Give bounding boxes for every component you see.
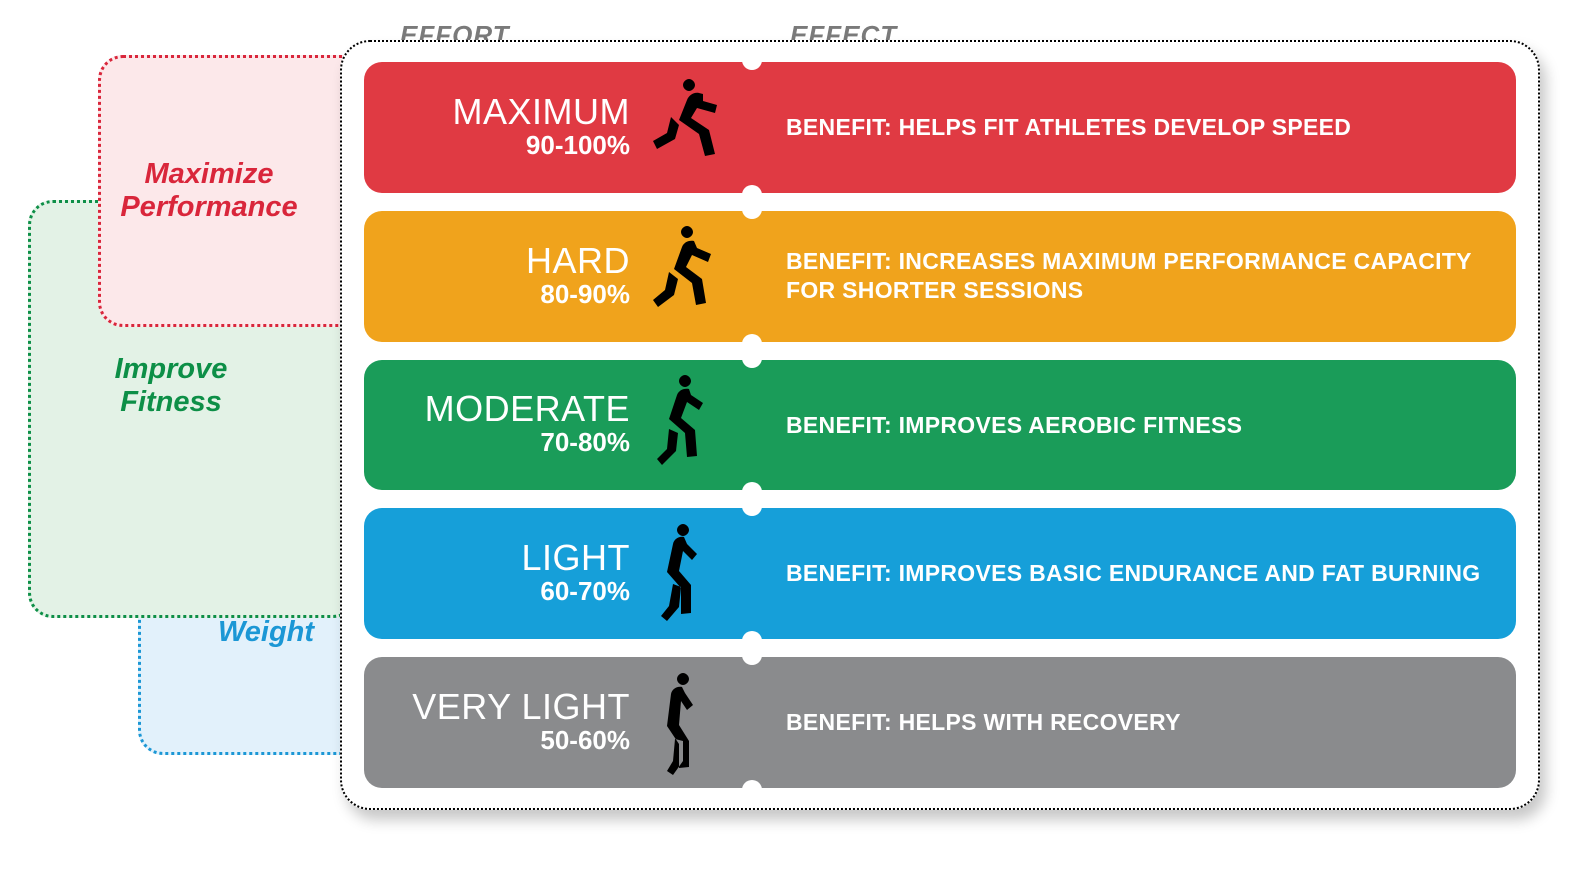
zone-benefit: BENEFIT: IMPROVES AEROBIC FITNESS xyxy=(726,411,1516,440)
zone-benefit: BENEFIT: HELPS WITH RECOVERY xyxy=(726,708,1516,737)
zone-level: VERY LIGHT xyxy=(364,689,630,725)
runner-icon xyxy=(646,669,726,777)
runner-icon xyxy=(646,371,726,479)
zones-container: MAXIMUM90-100% BENEFIT: HELPS FIT ATHLETE… xyxy=(340,40,1540,810)
zone-effort: VERY LIGHT50-60% xyxy=(364,689,646,756)
goal-label: Maximize Performance xyxy=(109,158,309,225)
row-divider-notch xyxy=(742,657,762,665)
zone-row-light: LIGHT60-70% BENEFIT: IMPROVES BASIC ENDUR… xyxy=(364,508,1516,639)
zone-percent: 60-70% xyxy=(364,576,630,607)
zone-row-very-light: VERY LIGHT50-60% BENEFIT: HELPS WITH RECO… xyxy=(364,657,1516,788)
row-divider-notch xyxy=(742,780,762,788)
zone-level: LIGHT xyxy=(364,540,630,576)
hr-zones-infographic: Lose WeightImprove FitnessMaximize Perfo… xyxy=(20,20,1551,867)
zone-level: MODERATE xyxy=(364,391,630,427)
row-divider-notch xyxy=(742,185,762,193)
zone-effort: MAXIMUM90-100% xyxy=(364,94,646,161)
zone-percent: 70-80% xyxy=(364,427,630,458)
row-divider-notch xyxy=(742,508,762,516)
runner-icon xyxy=(646,520,726,628)
zone-effort: LIGHT60-70% xyxy=(364,540,646,607)
zone-benefit: BENEFIT: HELPS FIT ATHLETES DEVELOP SPEE… xyxy=(726,113,1516,142)
runner-icon xyxy=(646,73,726,181)
zone-effort: MODERATE70-80% xyxy=(364,391,646,458)
row-divider-notch xyxy=(742,360,762,368)
zone-row-moderate: MODERATE70-80% BENEFIT: IMPROVES AEROBIC … xyxy=(364,360,1516,491)
row-divider-notch xyxy=(742,482,762,490)
row-divider-notch xyxy=(742,334,762,342)
row-divider-notch xyxy=(742,631,762,639)
zone-percent: 50-60% xyxy=(364,725,630,756)
goal-label: Improve Fitness xyxy=(71,353,271,420)
goal-box-0: Maximize Performance xyxy=(98,55,368,327)
row-divider-notch xyxy=(742,62,762,70)
zone-row-maximum: MAXIMUM90-100% BENEFIT: HELPS FIT ATHLETE… xyxy=(364,62,1516,193)
row-divider-notch xyxy=(742,211,762,219)
zone-percent: 90-100% xyxy=(364,130,630,161)
zone-benefit: BENEFIT: IMPROVES BASIC ENDURANCE AND FA… xyxy=(726,559,1516,588)
zone-benefit: BENEFIT: INCREASES MAXIMUM PERFORMANCE C… xyxy=(726,247,1516,305)
zone-level: MAXIMUM xyxy=(364,94,630,130)
runner-icon xyxy=(646,222,726,330)
zone-row-hard: HARD80-90% BENEFIT: INCREASES MAXIMUM PER… xyxy=(364,211,1516,342)
zone-percent: 80-90% xyxy=(364,279,630,310)
zone-effort: HARD80-90% xyxy=(364,243,646,310)
zone-level: HARD xyxy=(364,243,630,279)
